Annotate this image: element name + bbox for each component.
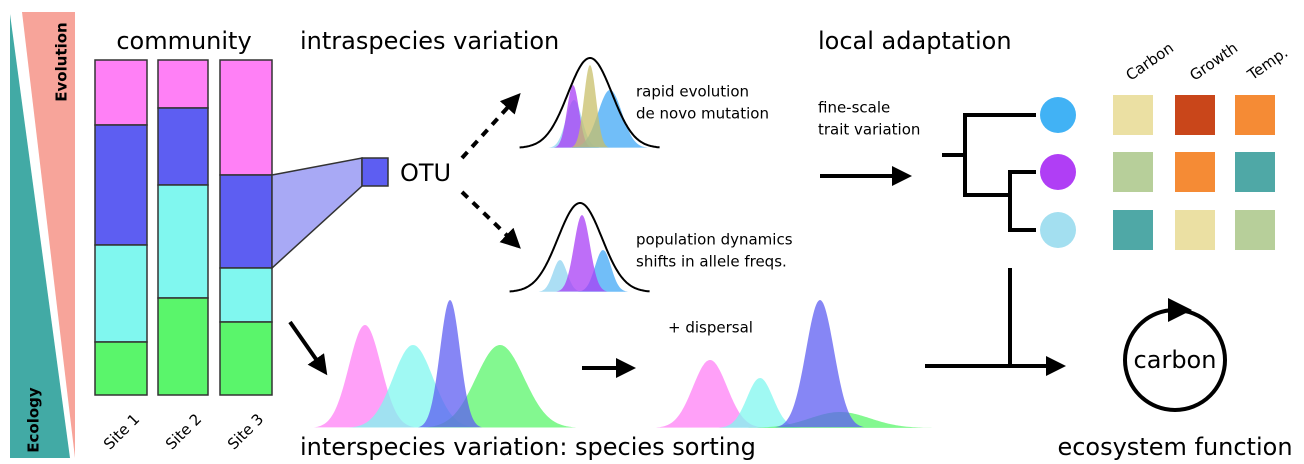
otu-label: OTU (400, 159, 451, 187)
dispersal-label: + dispersal (668, 319, 753, 337)
trait-label: Growth (1186, 39, 1241, 85)
note: fine-scale (818, 99, 890, 117)
trait-label: Temp. (1243, 43, 1291, 84)
arrows (288, 93, 1066, 378)
evolution-wedge (22, 12, 75, 458)
distributions (313, 57, 936, 428)
tree (942, 113, 1036, 232)
site-label: Site 1 (100, 410, 143, 453)
distribution-curve (418, 300, 482, 428)
note: shifts in allele freqs. (636, 253, 787, 271)
interspecies-title: interspecies variation: species sorting (300, 433, 756, 461)
trait-label: Carbon (1122, 39, 1177, 85)
distribution-curve (775, 300, 865, 428)
distribution-curve (655, 360, 764, 428)
distribution-curve (519, 57, 660, 149)
site-label: Site 2 (162, 410, 205, 453)
note: de novo mutation (636, 105, 769, 123)
ecology-wedge (10, 14, 70, 458)
note: population dynamics (636, 231, 793, 249)
taxon-dot (1040, 212, 1076, 248)
taxon-dot (1040, 97, 1076, 133)
intraspecies-title: intraspecies variation (300, 27, 559, 55)
otu-box (361, 157, 389, 187)
cycle-label: carbon (1134, 346, 1217, 374)
site-label: Site 3 (224, 410, 267, 453)
distribution-curve (509, 202, 650, 293)
ecosystem-function-title: ecosystem function (1057, 433, 1292, 461)
evolution-label: Evolution (53, 22, 71, 101)
community-bars (94, 59, 273, 396)
cycle-arrowhead (1168, 298, 1192, 322)
distribution-curve (556, 215, 608, 292)
local-adaptation-title: local adaptation (818, 27, 1012, 55)
ecology-label: Ecology (25, 387, 43, 453)
taxon-dot (1040, 154, 1076, 190)
trait-grid (1113, 95, 1275, 250)
note: rapid evolution (636, 83, 749, 101)
distribution-curve (570, 65, 609, 148)
zoom-wedge (271, 157, 363, 270)
note: trait variation (818, 121, 920, 139)
community-title: community (116, 27, 251, 55)
distribution-curve (718, 378, 802, 428)
